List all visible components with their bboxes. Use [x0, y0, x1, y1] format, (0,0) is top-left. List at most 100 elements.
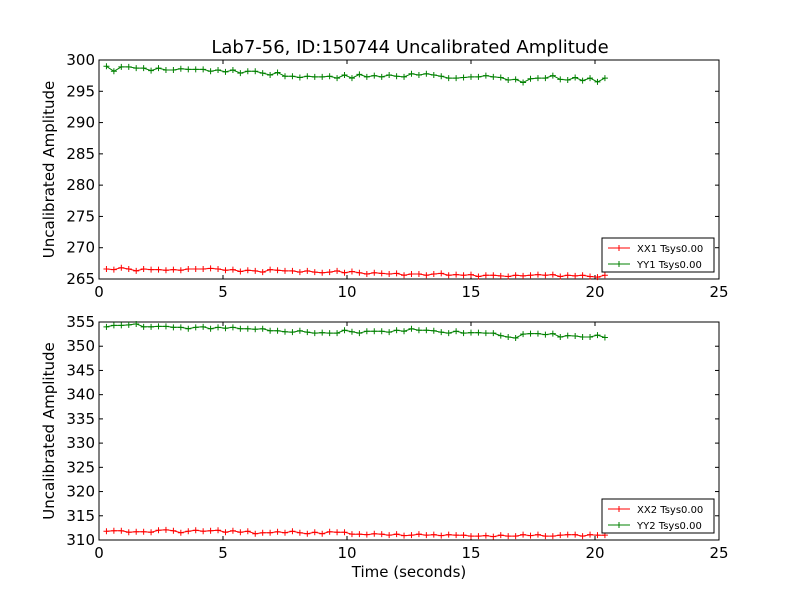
data-point	[148, 67, 155, 74]
data-point	[505, 334, 512, 341]
data-point	[549, 533, 556, 540]
data-point	[378, 328, 385, 335]
data-point	[497, 532, 504, 539]
data-point	[378, 73, 385, 80]
data-point	[415, 72, 422, 79]
y-axis-label: Uncalibrated Amplitude	[40, 81, 58, 258]
data-point	[207, 265, 214, 272]
series-yy1	[103, 63, 608, 86]
y-tick-label: 315	[66, 507, 95, 525]
data-point	[304, 267, 311, 274]
data-point	[192, 265, 199, 272]
data-point	[192, 527, 199, 534]
data-point	[557, 76, 564, 83]
y-tick-label: 285	[66, 145, 95, 163]
data-point	[170, 67, 177, 74]
legend-label: XX2 Tsys0.00	[637, 505, 703, 516]
data-point	[170, 527, 177, 534]
x-tick-label: 5	[218, 283, 228, 301]
data-point	[267, 327, 274, 334]
data-point	[252, 68, 259, 75]
data-point	[557, 532, 564, 539]
x-tick-label: 25	[709, 283, 728, 301]
data-point	[348, 268, 355, 275]
data-point	[244, 267, 251, 274]
x-tick-label: 20	[585, 544, 604, 562]
data-point	[229, 324, 236, 331]
data-point	[319, 73, 326, 80]
x-tick-label: 5	[218, 544, 228, 562]
data-point	[594, 532, 601, 539]
data-point	[527, 330, 534, 337]
data-point	[341, 269, 348, 276]
data-point	[237, 325, 244, 332]
data-point	[222, 325, 229, 332]
data-point	[482, 272, 489, 279]
y-tick-label: 325	[66, 458, 95, 476]
data-point	[244, 325, 251, 332]
data-point	[475, 329, 482, 336]
data-point	[512, 334, 519, 341]
data-point	[549, 330, 556, 337]
data-point	[177, 65, 184, 72]
data-point	[334, 267, 341, 274]
data-point	[549, 72, 556, 79]
y-tick-label: 340	[66, 386, 95, 404]
data-point	[170, 324, 177, 331]
data-point	[408, 270, 415, 277]
data-point	[282, 328, 288, 335]
data-point	[468, 271, 474, 278]
data-point	[430, 327, 437, 334]
x-axis-label: Time (seconds)	[351, 563, 467, 581]
data-point	[222, 529, 229, 536]
data-point	[341, 72, 348, 79]
data-point	[356, 71, 363, 78]
data-point	[222, 68, 229, 75]
data-point	[118, 527, 125, 534]
data-point	[162, 526, 169, 533]
data-point	[200, 66, 207, 73]
data-point	[177, 267, 184, 274]
legend-marker	[616, 245, 622, 251]
data-point	[430, 72, 437, 79]
data-point	[587, 334, 594, 341]
data-point	[244, 68, 251, 75]
legend-label: XX1 Tsys0.00	[637, 244, 703, 255]
data-point	[177, 529, 184, 536]
data-point	[334, 529, 341, 536]
data-point	[460, 330, 467, 337]
legend: XX2 Tsys0.00 YY2 Tsys0.00	[601, 498, 715, 534]
data-point	[572, 272, 579, 279]
data-point	[497, 272, 504, 279]
data-point	[453, 328, 460, 335]
data-point	[534, 271, 541, 278]
data-point	[289, 73, 296, 80]
data-point	[296, 529, 303, 536]
data-point	[490, 272, 497, 279]
data-point	[289, 329, 296, 336]
data-point	[259, 70, 266, 77]
y-tick-label: 335	[66, 410, 95, 428]
y-tick-label: 265	[66, 270, 95, 288]
data-point	[103, 265, 110, 272]
data-point	[252, 326, 259, 333]
data-point	[393, 327, 400, 334]
data-point	[505, 273, 512, 280]
data-point	[229, 527, 236, 534]
data-point	[505, 77, 512, 84]
data-point	[140, 65, 147, 72]
data-point	[393, 73, 400, 80]
data-point	[363, 328, 370, 335]
data-point	[482, 72, 489, 79]
data-point	[304, 73, 311, 80]
series-yy2	[103, 320, 608, 341]
data-point	[200, 528, 207, 535]
data-point	[594, 78, 601, 85]
data-point	[148, 323, 155, 330]
data-point	[587, 273, 594, 280]
data-point	[237, 70, 244, 77]
data-point	[587, 75, 594, 82]
data-point	[326, 330, 333, 337]
data-point	[445, 330, 452, 337]
